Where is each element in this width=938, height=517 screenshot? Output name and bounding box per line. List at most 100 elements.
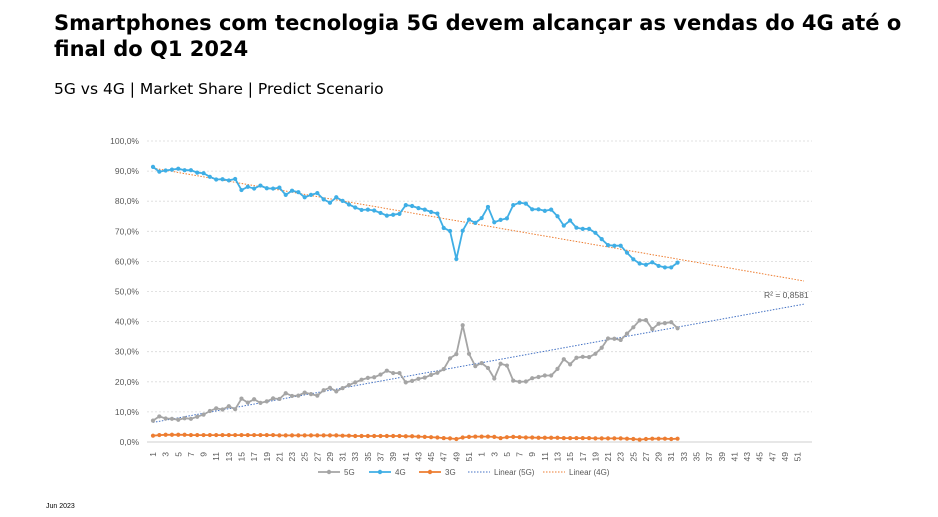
data-point-4g	[353, 205, 358, 210]
x-tick-label: 19	[590, 452, 600, 462]
data-point-5g	[599, 345, 604, 350]
data-point-4g	[650, 260, 655, 265]
data-point-5g	[346, 383, 352, 388]
data-point-3g	[624, 436, 630, 441]
data-point-5g	[308, 392, 314, 397]
data-point-3g	[605, 436, 611, 441]
x-tick-label: 9	[199, 452, 209, 457]
data-point-4g	[599, 237, 604, 242]
data-point-3g	[195, 432, 200, 438]
data-point-5g	[214, 406, 219, 411]
chart-subtitle: 5G vs 4G | Market Share | Predict Scenar…	[54, 80, 384, 98]
x-tick-label: 31	[666, 452, 676, 462]
data-point-5g	[593, 351, 598, 356]
x-tick-label: 41	[729, 452, 739, 462]
data-point-3g	[530, 435, 535, 440]
data-point-5g	[359, 377, 364, 382]
data-point-5g	[460, 323, 465, 328]
data-point-5g	[327, 385, 333, 390]
data-point-3g	[302, 433, 307, 438]
x-tick-label: 25	[628, 452, 638, 462]
data-point-5g	[669, 320, 674, 325]
data-point-5g	[264, 399, 269, 404]
data-point-4g	[542, 208, 547, 213]
data-point-5g	[176, 417, 181, 422]
x-tick-label: 51	[464, 452, 474, 462]
x-tick-label: 49	[451, 452, 461, 462]
data-point-5g	[416, 376, 421, 381]
data-point-5g	[321, 388, 326, 393]
data-point-4g	[416, 206, 421, 211]
data-point-5g	[586, 355, 592, 360]
x-tick-label: 21	[603, 452, 613, 462]
data-point-4g	[447, 228, 453, 234]
data-point-3g	[391, 433, 396, 439]
data-point-3g	[226, 432, 231, 438]
data-point-3g	[264, 432, 269, 438]
legend: 5G 4G 3G Linear (5G) Linear (4G)	[318, 468, 610, 477]
data-point-4g	[308, 192, 314, 197]
data-point-3g	[315, 433, 320, 438]
legend-label: Linear (4G)	[569, 468, 610, 477]
x-tick-label: 5	[173, 452, 183, 457]
data-point-3g	[454, 436, 459, 442]
data-point-3g	[441, 435, 446, 441]
data-point-3g	[643, 436, 649, 442]
x-tick-label: 35	[692, 452, 702, 462]
data-point-4g	[454, 256, 459, 262]
data-point-4g	[384, 213, 389, 218]
data-point-5g	[384, 368, 389, 373]
x-tick-label: 7	[186, 452, 196, 457]
x-tick-label: 13	[552, 452, 562, 462]
data-point-4g	[150, 164, 156, 169]
data-point-4g	[612, 243, 617, 248]
data-point-5g	[188, 416, 194, 421]
data-point-3g	[359, 433, 364, 439]
data-point-3g	[384, 433, 389, 439]
data-point-4g	[580, 226, 585, 231]
data-point-4g	[662, 265, 668, 270]
data-point-3g	[372, 433, 377, 439]
data-point-5g	[549, 373, 554, 378]
data-point-3g	[157, 432, 162, 438]
data-point-4g	[220, 177, 225, 182]
data-point-4g	[258, 183, 263, 188]
data-point-3g	[479, 434, 484, 439]
data-point-4g	[226, 178, 231, 183]
data-point-5g	[466, 351, 472, 356]
data-point-4g	[283, 192, 288, 197]
data-point-4g	[435, 211, 440, 216]
data-point-5g	[568, 362, 573, 367]
data-point-5g	[302, 390, 307, 395]
data-point-5g	[207, 408, 212, 414]
data-point-3g	[447, 436, 453, 441]
trendline-linear-4g	[152, 167, 805, 282]
x-tick-label: 21	[274, 452, 284, 462]
data-point-3g	[485, 434, 491, 439]
data-point-4g	[631, 257, 636, 262]
data-point-4g	[239, 187, 244, 193]
data-point-3g	[593, 436, 598, 441]
data-point-5g	[454, 352, 459, 357]
data-point-5g	[523, 379, 528, 384]
data-point-4g	[656, 263, 661, 269]
data-point-4g	[479, 215, 484, 221]
data-point-4g	[403, 203, 408, 208]
data-point-3g	[296, 433, 301, 438]
data-point-4g	[252, 186, 257, 191]
data-point-3g	[403, 434, 408, 439]
data-point-3g	[163, 432, 168, 437]
data-point-3g	[504, 435, 510, 440]
data-point-5g	[391, 370, 396, 376]
data-point-3g	[669, 436, 674, 442]
x-tick-label: 13	[224, 452, 234, 462]
data-point-4g	[568, 218, 573, 223]
data-point-5g	[428, 372, 434, 377]
data-point-5g	[485, 365, 491, 371]
data-point-4g	[169, 167, 175, 172]
data-point-3g	[492, 434, 497, 439]
data-point-5g	[195, 414, 200, 419]
data-point-5g	[561, 357, 566, 362]
x-tick-label: 15	[236, 452, 246, 462]
